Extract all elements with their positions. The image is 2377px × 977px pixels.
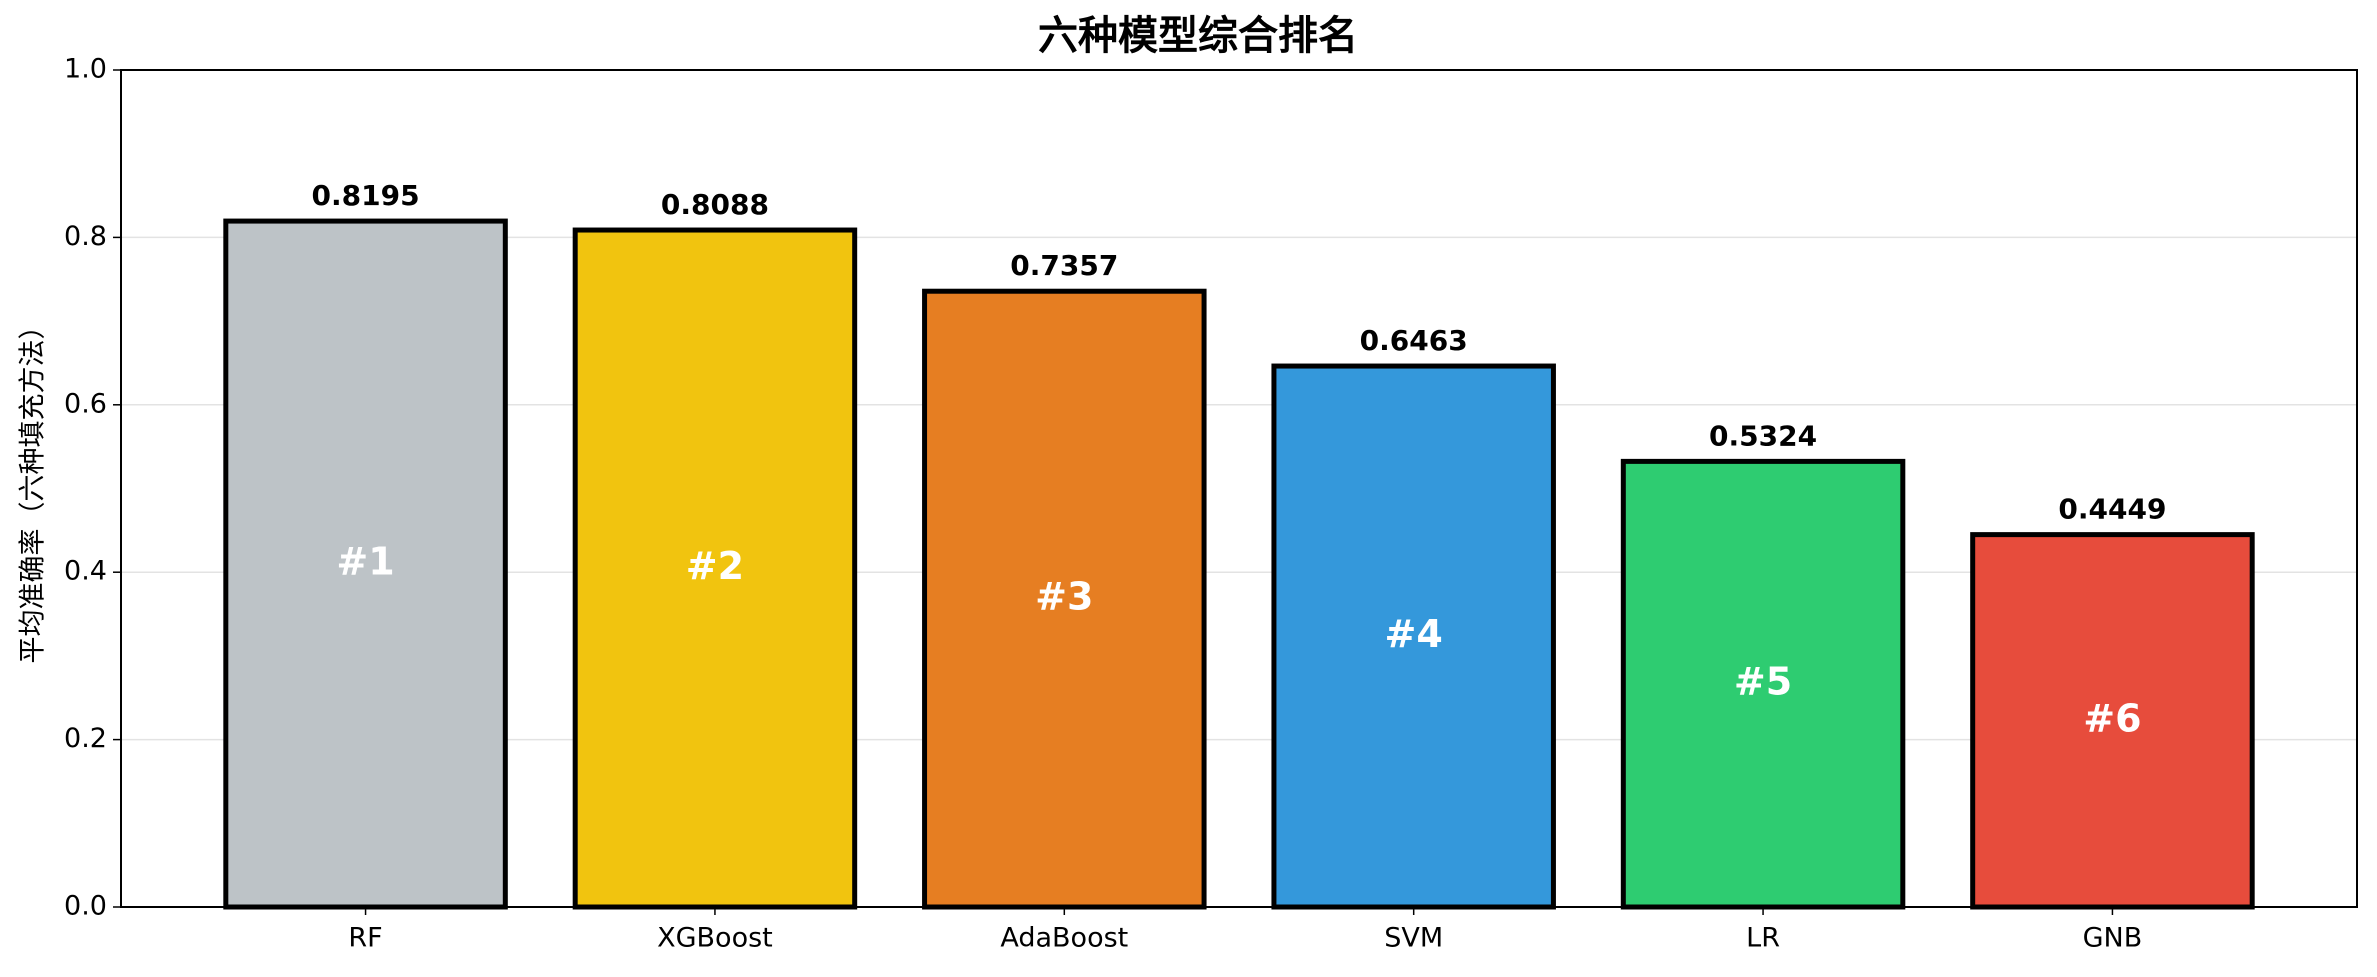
bar xyxy=(1970,532,2255,910)
value-label: 0.4449 xyxy=(2058,493,2166,526)
rank-label: #6 xyxy=(2083,696,2141,740)
y-tick-label: 0.2 xyxy=(64,723,107,754)
value-label: 0.8088 xyxy=(661,188,769,221)
y-tick-label: 0.4 xyxy=(64,556,107,587)
y-axis-label: 平均准确率（六种填充方法） xyxy=(18,313,49,664)
value-label: 0.6463 xyxy=(1360,324,1468,357)
rank-label: #5 xyxy=(1734,660,1792,704)
rank-label: #3 xyxy=(1035,575,1093,619)
x-tick-label: SVM xyxy=(1384,923,1443,954)
y-tick-label: 0.0 xyxy=(64,891,107,922)
y-tick-label: 0.6 xyxy=(64,388,107,419)
x-tick-label: AdaBoost xyxy=(1000,923,1128,954)
bar xyxy=(572,227,858,910)
value-label: 0.7357 xyxy=(1010,249,1118,282)
plot-frame xyxy=(120,69,2358,908)
y-tick-label: 0.8 xyxy=(64,221,107,252)
bar xyxy=(223,218,508,910)
value-label: 0.8195 xyxy=(312,179,420,212)
rank-label: #4 xyxy=(1385,612,1443,656)
bar xyxy=(1620,458,1906,910)
rank-label: #1 xyxy=(336,540,394,584)
x-tick-label: RF xyxy=(348,923,382,954)
value-label: 0.5324 xyxy=(1709,419,1817,452)
chart-title: 六种模型综合排名 xyxy=(1038,13,1358,59)
y-tick-label: 1.0 xyxy=(64,54,107,85)
bar xyxy=(922,288,1207,910)
x-tick-label: GNB xyxy=(2083,923,2143,954)
x-tick-label: LR xyxy=(1746,923,1780,954)
x-tick-label: XGBoost xyxy=(657,923,773,954)
rank-label: #2 xyxy=(686,544,744,588)
bar xyxy=(1271,363,1556,910)
